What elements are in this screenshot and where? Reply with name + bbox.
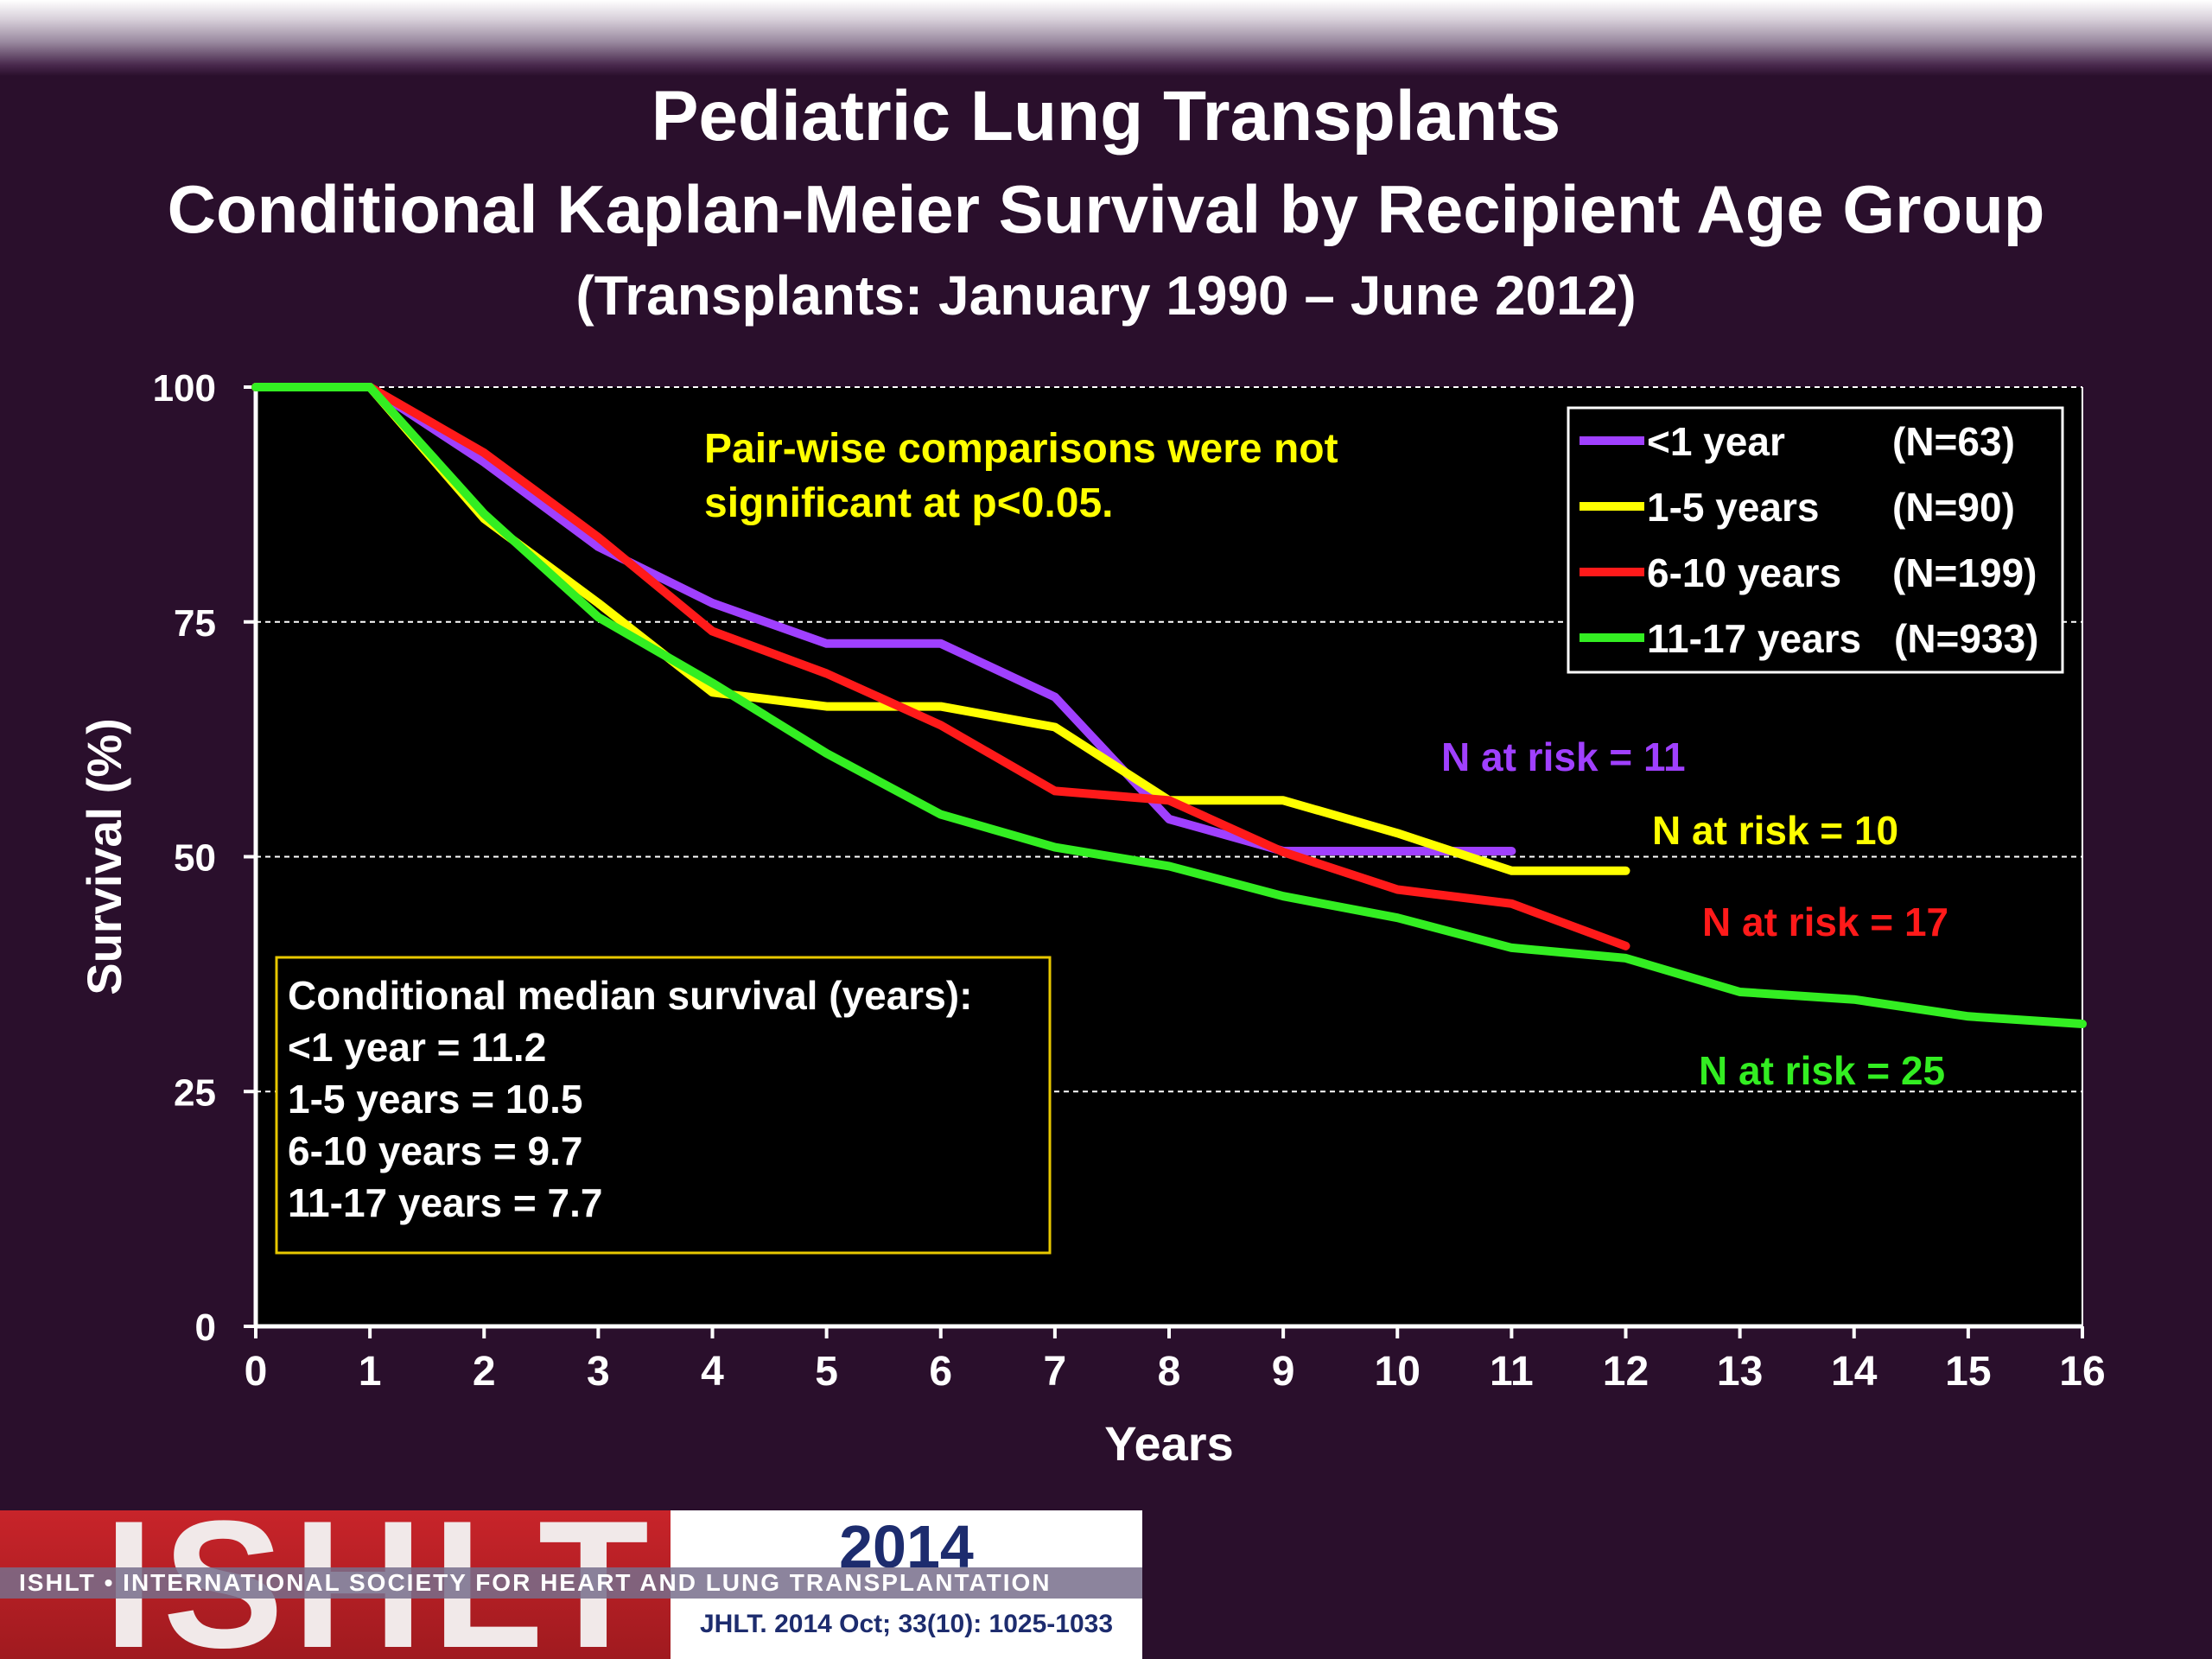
series-line-0 [251, 383, 1516, 855]
x-tick-label: 5 [815, 1349, 838, 1395]
y-tick-label: 50 [174, 837, 216, 880]
n-at-risk-label: N at risk = 11 [1441, 734, 1686, 779]
x-tick-label: 6 [929, 1349, 952, 1395]
series-line-2 [251, 383, 1630, 950]
median-survival-line: 11-17 years = 7.7 [288, 1180, 603, 1225]
x-tick-label: 2 [473, 1349, 496, 1395]
chart-subtitle: Conditional Kaplan-Meier Survival by Rec… [167, 171, 2045, 247]
annotations: Pair-wise comparisons were not significan… [275, 426, 1948, 1255]
legend-entry-name: 11-17 years [1647, 616, 1861, 661]
top-gradient-band [0, 0, 2212, 76]
x-tick-label: 13 [1717, 1349, 1763, 1395]
median-survival-line: Conditional median survival (years): [288, 973, 972, 1018]
n-at-risk-label: N at risk = 25 [1699, 1048, 1945, 1093]
x-tick-label: 16 [2059, 1349, 2105, 1395]
n-at-risk-label: N at risk = 17 [1702, 899, 1948, 944]
median-survival-box [275, 956, 1052, 1255]
legend: <1 year (N=63) 1-5 years (N=90) 6-10 years (N… [1567, 406, 2064, 674]
legend-entry-n: (N=63) [1892, 419, 2015, 464]
legend-entry-name: 1-5 years [1647, 485, 1820, 530]
journal-citation: JHLT. 2014 Oct; 33(10): 1025-1033 [699, 1610, 1114, 1638]
legend-entry-name: 6-10 years [1647, 550, 1841, 595]
median-survival-line: 6-10 years = 9.7 [288, 1128, 582, 1173]
legend-entry-n: (N=199) [1892, 550, 2037, 595]
x-tick-label: 8 [1158, 1349, 1181, 1395]
legend-entry-n: (N=90) [1892, 485, 2015, 530]
y-axis-title: Survival (%) [77, 718, 131, 995]
x-tick-label: 7 [1044, 1349, 1067, 1395]
y-tick-label: 100 [153, 367, 216, 410]
significance-note: Pair-wise comparisons were not [704, 426, 1338, 472]
x-tick-label: 4 [701, 1349, 724, 1395]
x-tick-label: 14 [1831, 1349, 1878, 1395]
y-tick-label: 75 [174, 602, 216, 645]
series-lines [251, 383, 2087, 1028]
chart-title: Pediatric Lung Transplants [651, 77, 1561, 156]
x-tick-label: 3 [587, 1349, 610, 1395]
legend-box [1567, 406, 2064, 674]
median-survival-line: 1-5 years = 10.5 [288, 1077, 582, 1122]
n-at-risk-label: N at risk = 10 [1652, 808, 1898, 853]
legend-entry-name: <1 year [1647, 419, 1785, 464]
society-strip: ISHLT • INTERNATIONAL SOCIETY FOR HEART … [0, 1567, 1142, 1599]
title-block: Pediatric Lung Transplants Conditional K… [0, 69, 2212, 337]
median-survival-line: <1 year = 11.2 [288, 1025, 546, 1070]
x-axis-title: Years [1104, 1416, 1234, 1471]
y-tick-label: 0 [195, 1306, 216, 1349]
x-tick-label: 12 [1603, 1349, 1649, 1395]
series-line-3 [251, 383, 2087, 1028]
x-tick-label: 11 [1490, 1349, 1534, 1395]
x-tick-label: 15 [1945, 1349, 1991, 1395]
legend-entry-n: (N=933) [1894, 616, 2038, 661]
y-tick-label: 25 [174, 1071, 216, 1114]
x-tick-label: 1 [359, 1349, 382, 1395]
significance-note: significant at p<0.05. [704, 480, 1113, 526]
x-tick-label: 10 [1375, 1349, 1421, 1395]
x-tick-label: 9 [1272, 1349, 1295, 1395]
chart-date-range: (Transplants: January 1990 – June 2012) [575, 264, 1637, 327]
ishlt-logo-band: ISHLT 2014 ISHLT • INTERNATIONAL SOCIETY… [0, 1510, 1142, 1659]
x-tick-label: 0 [245, 1349, 268, 1395]
